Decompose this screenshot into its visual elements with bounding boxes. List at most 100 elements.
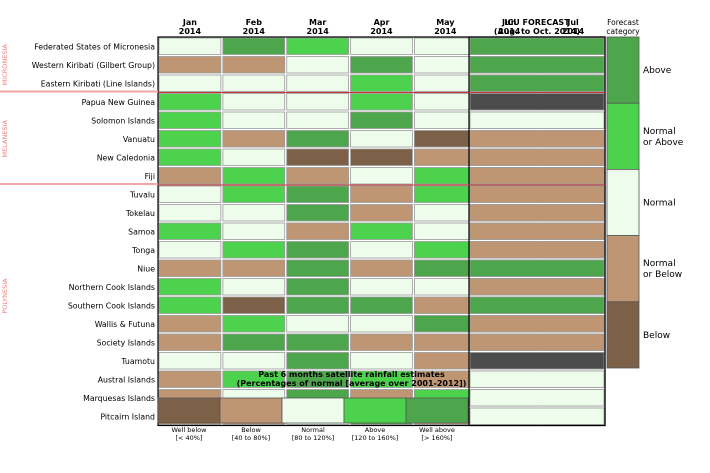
island-label-19: Marquesas Islands (83, 394, 155, 403)
island-label-5: Vanuatu (123, 135, 155, 144)
legend-swatch-3 (343, 397, 407, 424)
cell-8-3 (350, 185, 413, 203)
island-label-2: Eastern Kiribati (Line Islands) (41, 79, 155, 88)
island-label-9: Tokelau (125, 209, 155, 218)
category-swatch-1 (606, 102, 640, 170)
cell-6-2 (286, 148, 349, 166)
forecast-cell-2 (469, 74, 605, 92)
forecast-cell-16 (469, 333, 605, 351)
cell-0-1 (222, 37, 286, 55)
chart-title: Past 6 months satellite rainfall estimat… (258, 370, 445, 379)
cell-18-1 (222, 370, 286, 388)
category-swatch-2 (606, 168, 640, 236)
island-label-11: Tonga (131, 246, 155, 255)
legend-label-1: Below (241, 426, 261, 434)
cell-17-3 (350, 352, 413, 370)
cell-5-2 (286, 130, 349, 148)
cell-3-1 (222, 93, 286, 111)
legend-swatch-0 (157, 397, 221, 424)
cell-7-2 (286, 167, 349, 185)
cell-10-3 (350, 222, 413, 240)
cell-2-4 (414, 74, 477, 92)
month-header-6: Jul 2014 (562, 18, 585, 36)
forecast-cell-13 (469, 278, 605, 296)
category-label-2-0: Normal (643, 199, 676, 209)
month-header-line: Apr (374, 18, 390, 27)
cell-6-1 (222, 148, 286, 166)
island-label-20: Pitcairn Island (100, 412, 155, 421)
month-header-line: 2014 (243, 27, 266, 36)
cell-16-3 (350, 333, 413, 351)
category-label-3-0: Normal (643, 259, 676, 269)
cell-3-4 (414, 93, 477, 111)
forecast-cell-0 (469, 37, 605, 55)
forecast-cell-9 (469, 204, 605, 222)
cell-13-4 (414, 278, 477, 296)
forecast-category-header-0: Forecast (607, 18, 639, 27)
forecast-cell-10 (469, 222, 605, 240)
cell-0-0 (158, 37, 222, 55)
forecast-cell-3 (469, 93, 605, 111)
cell-2-2 (286, 74, 349, 92)
cell-0-3 (350, 37, 413, 55)
legend-label-2: Normal (301, 426, 325, 434)
cell-10-2 (286, 222, 349, 240)
forecast-header-1: (Aug. to Oct. 2014) (494, 27, 580, 36)
island-label-1: Western Kiribati (Gilbert Group) (32, 61, 155, 70)
cell-6-3 (350, 148, 413, 166)
legend-range-4: [> 160%] (421, 434, 452, 442)
cell-18-0 (158, 370, 222, 388)
forecast-cell-20 (469, 407, 605, 425)
legend-label-0: Well below (172, 426, 208, 434)
forecast-cell-4 (469, 111, 605, 129)
cell-6-0 (158, 148, 222, 166)
cell-13-0 (158, 278, 222, 296)
month-header-line: 2014 (370, 27, 393, 36)
cell-0-4 (414, 37, 477, 55)
cell-1-2 (286, 56, 349, 74)
month-header-line: Jun (501, 18, 517, 27)
cell-16-4 (414, 333, 477, 351)
cell-15-0 (158, 315, 222, 333)
cell-14-0 (158, 296, 222, 314)
forecast-cell-6 (469, 148, 605, 166)
month-header-line: Jan (182, 18, 197, 27)
cell-15-3 (350, 315, 413, 333)
island-label-10: Samoa (128, 227, 155, 236)
month-header-line: Mar (309, 18, 326, 27)
legend-swatch-4 (405, 397, 469, 424)
category-label-4-0: Below (643, 331, 670, 341)
cell-9-1 (222, 204, 286, 222)
legend-swatch-2 (281, 397, 345, 424)
region-label-1: MELANESIA (1, 120, 9, 158)
cell-9-3 (350, 204, 413, 222)
cell-4-0 (158, 111, 222, 129)
forecast-cell-17 (469, 352, 605, 370)
cell-11-0 (158, 241, 222, 259)
category-swatch-0 (606, 36, 640, 104)
cell-11-2 (286, 241, 349, 259)
legend-swatch-1 (219, 397, 283, 424)
cell-4-3 (350, 111, 413, 129)
island-label-16: Society Islands (97, 338, 155, 347)
region-label-2: POLYNESIA (1, 278, 9, 314)
category-swatch-4 (606, 301, 640, 369)
month-header-line: 2014 (179, 27, 202, 36)
cell-5-3 (350, 130, 413, 148)
cell-7-0 (158, 167, 222, 185)
cell-4-4 (414, 111, 477, 129)
forecast-cell-7 (469, 167, 605, 185)
cell-9-4 (414, 204, 477, 222)
legend-label-3: Above (365, 426, 385, 434)
category-label-1-1: or Above (643, 138, 684, 148)
forecast-cell-11 (469, 241, 605, 259)
legend-range-1: [40 to 80%] (232, 434, 270, 442)
month-header-4: May 2014 (434, 18, 457, 36)
forecast-cell-19 (469, 389, 605, 407)
category-label-0-0: Above (643, 66, 672, 76)
forecast-border (468, 36, 606, 427)
cell-7-1 (222, 167, 286, 185)
cell-13-3 (350, 278, 413, 296)
cell-7-3 (350, 167, 413, 185)
forecast-cell-14 (469, 296, 605, 314)
